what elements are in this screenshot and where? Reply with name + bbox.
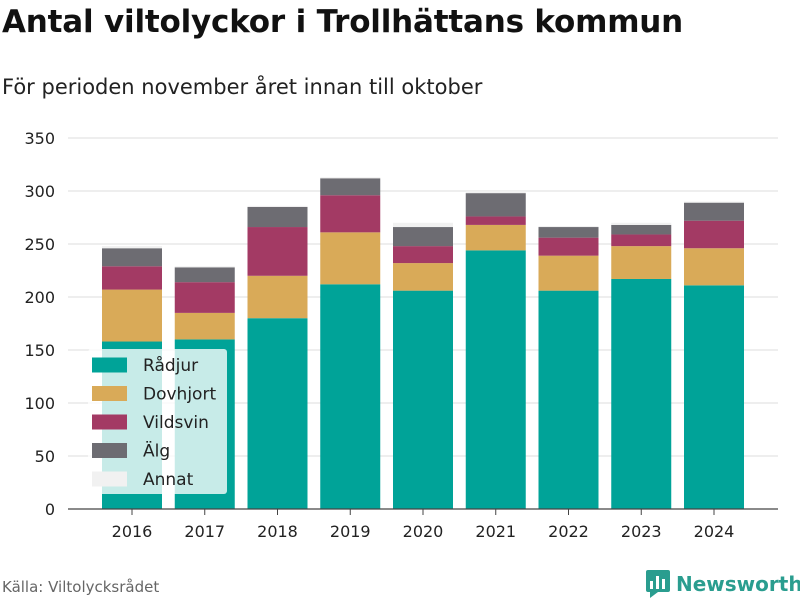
bar-segment <box>684 202 744 221</box>
bar-segment <box>393 222 453 228</box>
bar-segment <box>320 232 381 285</box>
y-tick-label: 100 <box>24 394 55 413</box>
legend-swatch <box>92 443 127 458</box>
bar-segment <box>320 177 381 179</box>
y-axis: 0 50 100 150 200 250 300 350 <box>24 129 55 519</box>
x-tick-label: 2022 <box>548 522 589 541</box>
bar-segment <box>538 255 599 291</box>
legend-swatch <box>92 414 127 430</box>
chart-title: Antal viltolyckor i Trollhättans kommun <box>2 4 684 40</box>
x-tick-label: 2019 <box>330 522 371 541</box>
y-tick-label: 0 <box>45 500 55 519</box>
bar-segment <box>102 266 162 290</box>
legend-label: Älg <box>143 441 170 462</box>
legend: Rådjur Dovhjort Vildsvin Älg Annat <box>88 349 227 494</box>
bar-segment <box>465 224 526 251</box>
bar-segment <box>538 227 599 238</box>
legend-label: Vildsvin <box>143 413 209 433</box>
bar-segment <box>684 285 744 509</box>
x-tick-label: 2020 <box>403 522 444 541</box>
bar-segment <box>393 246 453 264</box>
bar-segment <box>611 278 672 509</box>
brand-logo: Newsworthy <box>646 569 800 599</box>
bar-segment <box>174 282 235 313</box>
brand-name: Newsworthy <box>676 572 800 596</box>
bar-segment <box>393 263 453 291</box>
bar-segment <box>684 220 744 249</box>
bar-segment <box>465 250 526 510</box>
bar-segment <box>247 275 308 319</box>
bar-segment <box>538 225 599 228</box>
bar-segment <box>102 289 162 342</box>
bar-segment <box>174 312 235 340</box>
bar-segment <box>611 246 672 279</box>
bar-segment <box>247 205 308 207</box>
bar-segment <box>247 227 308 276</box>
bar-segment <box>320 178 381 196</box>
bar-segment <box>174 266 235 268</box>
bar-segment <box>102 248 162 267</box>
bar-segment <box>611 234 672 247</box>
bar-segment <box>611 224 672 235</box>
y-tick-label: 50 <box>35 447 55 466</box>
bar-segment <box>611 222 672 225</box>
x-tick-label: 2016 <box>112 522 153 541</box>
bar-segment <box>174 267 235 283</box>
bar-segment <box>393 290 453 509</box>
x-tick-label: 2018 <box>257 522 298 541</box>
bar-segment <box>320 195 381 233</box>
bar-segment <box>465 193 526 217</box>
bar-segment <box>247 206 308 228</box>
bar-segment <box>320 284 381 509</box>
bar-segment <box>684 248 744 286</box>
legend-swatch <box>92 471 127 487</box>
x-tick-label: 2024 <box>694 522 735 541</box>
y-tick-label: 200 <box>24 288 55 307</box>
y-tick-label: 300 <box>24 182 55 201</box>
source-note: Källa: Viltolycksrådet <box>2 578 160 596</box>
bar-segment <box>684 201 744 203</box>
bar-segment <box>393 227 453 247</box>
legend-label: Dovhjort <box>143 385 216 405</box>
bar-chart-logo-icon <box>646 570 670 598</box>
legend-label: Rådjur <box>143 355 198 376</box>
y-tick-label: 150 <box>24 341 55 360</box>
legend-swatch <box>92 386 127 401</box>
x-tick-label: 2017 <box>184 522 225 541</box>
legend-label: Annat <box>143 470 194 490</box>
y-tick-label: 250 <box>24 235 55 254</box>
x-tick-label: 2023 <box>621 522 662 541</box>
x-axis: 2016 2017 2018 2019 2020 2021 2022 2023 2024 <box>68 508 778 541</box>
bar-segment <box>465 216 526 225</box>
bar-segment <box>538 290 599 509</box>
x-tick-label: 2021 <box>475 522 516 541</box>
legend-swatch <box>92 357 127 373</box>
bar-segment <box>102 246 162 249</box>
bar-segment <box>538 237 599 256</box>
chart-subtitle: För perioden november året innan till ok… <box>2 75 483 99</box>
bar-segment <box>465 191 526 194</box>
bar-segment <box>247 318 308 509</box>
y-tick-label: 350 <box>24 129 55 148</box>
